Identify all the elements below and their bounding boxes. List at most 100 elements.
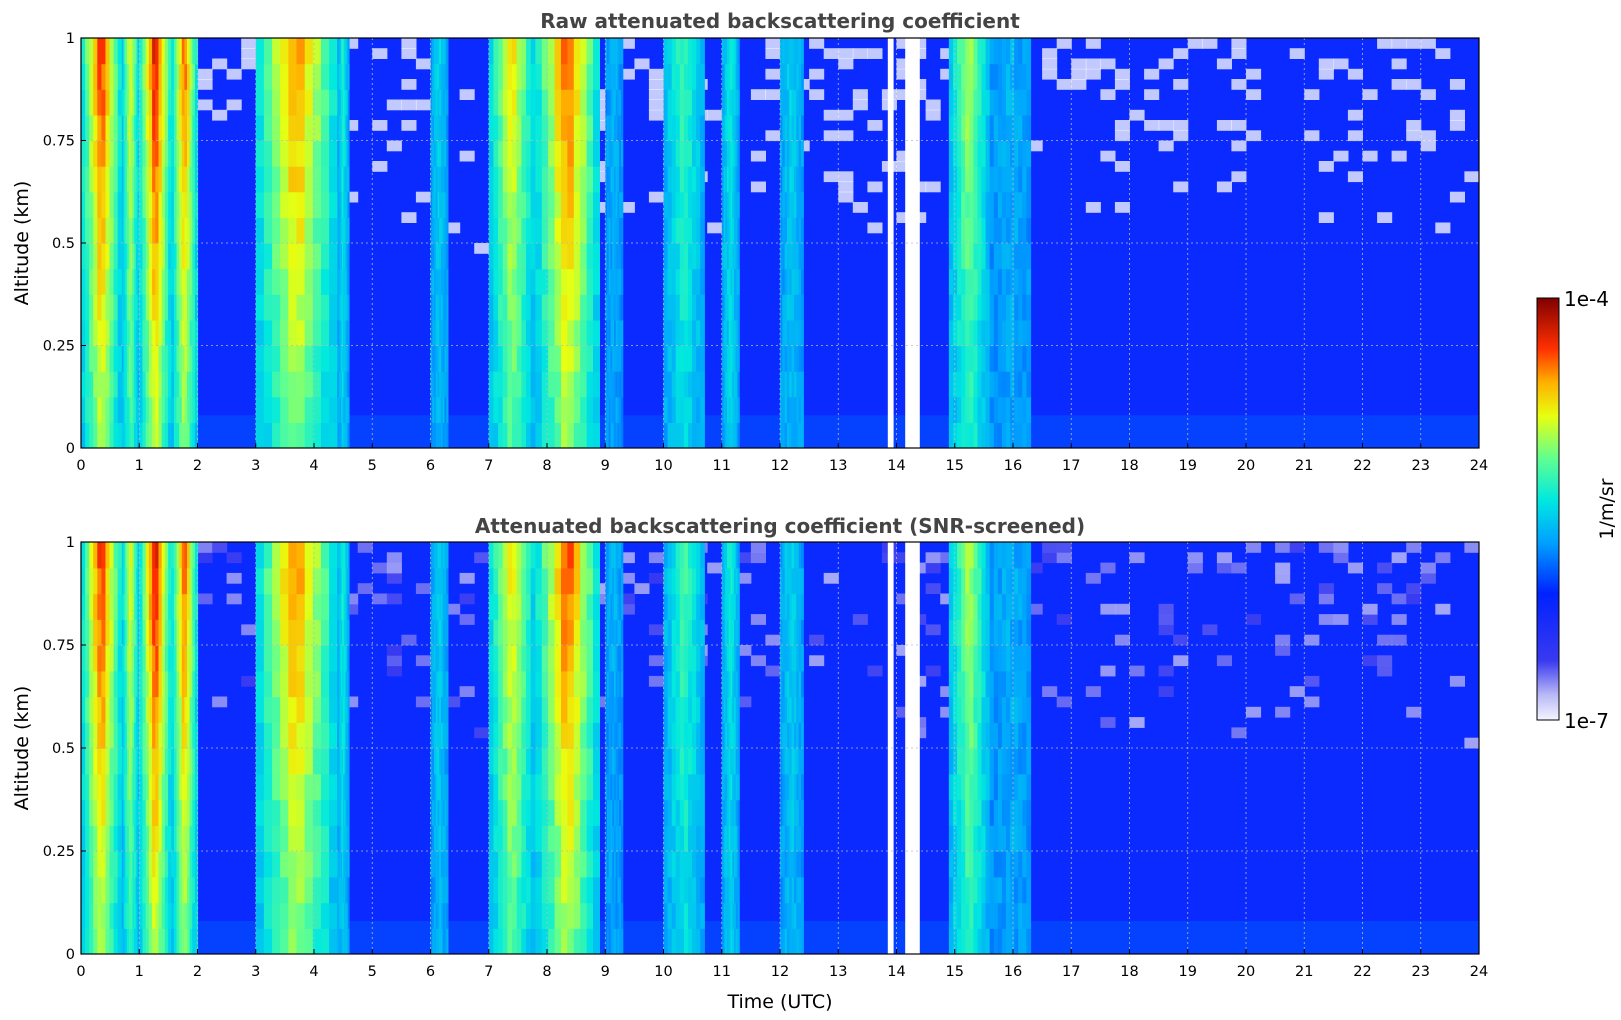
feature-cell xyxy=(442,268,445,295)
feature-cell xyxy=(194,542,199,569)
feature-cell xyxy=(168,619,172,646)
feature-cell xyxy=(675,319,681,347)
feature-cell xyxy=(329,319,338,347)
feature-cell xyxy=(135,191,139,218)
feature-cell xyxy=(340,268,343,295)
feature-cell xyxy=(161,89,166,116)
feature-cell xyxy=(176,422,180,448)
feature-cell xyxy=(272,319,281,347)
feature-cell xyxy=(89,89,94,116)
feature-cell xyxy=(148,217,153,244)
feature-cell xyxy=(675,191,681,218)
feature-cell xyxy=(605,773,608,801)
feature-cell xyxy=(179,773,183,801)
feature-cell xyxy=(432,114,435,142)
feature-cell xyxy=(304,63,314,90)
feature-cell xyxy=(997,345,1003,372)
feature-cell xyxy=(343,593,345,620)
feature-cell xyxy=(498,593,504,620)
feature-cell xyxy=(502,876,508,904)
feature-cell xyxy=(121,319,125,347)
feature-cell xyxy=(679,217,685,244)
feature-cell xyxy=(730,722,733,749)
feature-cell xyxy=(337,773,340,801)
feature-cell xyxy=(554,928,562,954)
feature-cell xyxy=(125,114,128,142)
feature-cell xyxy=(1006,114,1011,142)
feature-cell xyxy=(1026,114,1032,142)
feature-cell xyxy=(312,140,322,167)
background-noise-cell xyxy=(1187,38,1203,49)
feature-cell xyxy=(493,319,499,347)
background-noise-cell xyxy=(241,48,257,59)
feature-cell xyxy=(435,851,438,878)
feature-cell xyxy=(1001,166,1007,193)
feature-cell xyxy=(255,38,265,65)
feature-cell xyxy=(435,567,438,595)
feature-cell xyxy=(617,902,620,929)
feature-cell xyxy=(342,645,344,672)
feature-cell xyxy=(728,38,731,65)
feature-cell xyxy=(667,268,673,295)
feature-cell xyxy=(442,217,445,244)
feature-cell xyxy=(321,38,330,65)
feature-cell xyxy=(488,567,495,595)
missing-data-gap xyxy=(887,38,894,448)
feature-cell xyxy=(493,645,499,672)
feature-cell xyxy=(148,345,153,372)
feature-cell xyxy=(137,191,140,218)
background-noise-cell xyxy=(1362,150,1378,162)
feature-cell xyxy=(128,243,132,270)
feature-cell xyxy=(530,773,536,801)
feature-cell xyxy=(732,593,735,620)
background-noise-cell xyxy=(1042,48,1058,59)
feature-cell xyxy=(614,89,617,116)
feature-cell xyxy=(667,696,673,723)
feature-cell xyxy=(498,114,504,142)
feature-cell xyxy=(192,345,196,372)
feature-cell xyxy=(671,567,677,595)
feature-cell xyxy=(614,191,617,218)
feature-cell xyxy=(187,851,191,878)
feature-cell xyxy=(696,166,701,193)
feature-cell xyxy=(973,38,979,65)
feature-cell xyxy=(194,319,199,347)
feature-cell xyxy=(573,217,581,244)
feature-cell xyxy=(732,191,735,218)
feature-cell xyxy=(437,191,440,218)
feature-cell xyxy=(168,851,172,878)
background-noise-cell xyxy=(1100,717,1116,728)
feature-cell xyxy=(516,696,522,723)
feature-cell xyxy=(502,63,508,90)
background-noise-cell xyxy=(474,243,490,254)
background-noise-cell xyxy=(1231,562,1247,574)
feature-cell xyxy=(997,422,1003,448)
feature-cell xyxy=(139,825,144,852)
feature-cell xyxy=(621,345,624,372)
feature-cell xyxy=(721,825,725,852)
feature-cell xyxy=(347,902,350,929)
feature-cell xyxy=(125,670,128,698)
feature-cell xyxy=(158,166,163,193)
feature-cell xyxy=(435,38,438,65)
feature-cell xyxy=(621,243,624,270)
feature-cell xyxy=(730,799,733,826)
feature-cell xyxy=(957,345,962,372)
feature-cell xyxy=(145,928,150,954)
feature-cell xyxy=(263,748,273,775)
feature-cell xyxy=(194,140,199,167)
feature-cell xyxy=(961,345,966,372)
feature-cell xyxy=(614,422,617,448)
feature-cell xyxy=(593,851,600,878)
feature-cell xyxy=(117,645,123,672)
feature-cell xyxy=(344,902,347,929)
feature-cell xyxy=(189,114,193,142)
feature-cell xyxy=(507,876,513,904)
background-noise-cell xyxy=(1304,89,1320,100)
feature-cell xyxy=(619,217,622,244)
feature-cell xyxy=(619,902,622,929)
feature-cell xyxy=(535,396,543,423)
background-noise-cell xyxy=(867,181,883,193)
feature-cell xyxy=(296,670,306,698)
background-noise-cell xyxy=(1391,58,1407,70)
